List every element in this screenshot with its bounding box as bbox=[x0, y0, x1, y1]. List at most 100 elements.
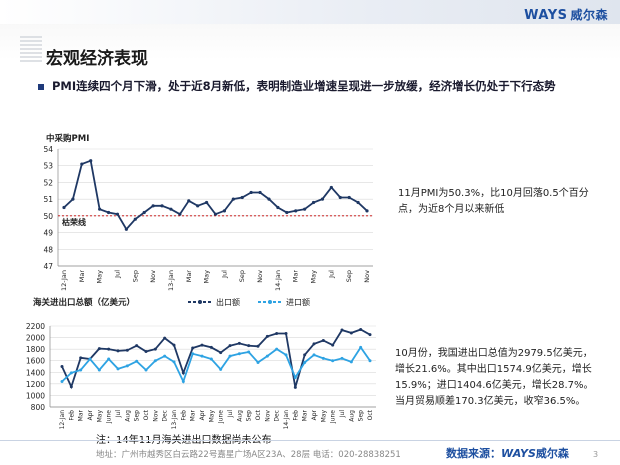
summary-text: PMI连续四个月下滑，处于近8月新低，表明制造业增速呈现进一步放缓，经济增长仍处… bbox=[52, 79, 556, 93]
trade-import-point bbox=[265, 354, 269, 358]
trade-export-point bbox=[69, 385, 73, 389]
trade-import-point bbox=[153, 359, 157, 363]
legend-export-label: 出口额 bbox=[216, 297, 240, 307]
trade-import-point bbox=[237, 352, 241, 356]
pmi-data-point bbox=[320, 197, 325, 201]
pmi-data-point bbox=[160, 204, 164, 208]
trade-import-point bbox=[172, 360, 176, 364]
pmi-data-point bbox=[240, 195, 244, 200]
pmi-x-tick-label: Jul bbox=[113, 270, 121, 279]
address-text: 地址：广州市越秀区白云路22号嘉星广场A区23A、28层 电话：020-2883… bbox=[96, 450, 401, 460]
trade-export-point bbox=[312, 342, 316, 346]
trade-import-point bbox=[88, 357, 92, 361]
trade-import-point bbox=[209, 357, 213, 361]
trade-x-tick-label: 14-Jan bbox=[283, 410, 290, 430]
trade-x-tick-label: Apr bbox=[311, 409, 318, 420]
trade-x-tick-label: Aug bbox=[348, 410, 355, 422]
pmi-x-tick-label: 13-Jan bbox=[167, 270, 175, 291]
trade-import-point bbox=[293, 375, 297, 379]
pmi-data-point bbox=[347, 195, 351, 200]
trade-y-tick-label: 1600 bbox=[26, 357, 45, 366]
trade-x-tick-label: Mar bbox=[302, 409, 309, 421]
trade-x-tick-label: Feb bbox=[292, 410, 299, 421]
pmi-y-tick-label: 53 bbox=[43, 162, 53, 171]
trade-export-point bbox=[303, 353, 307, 357]
trade-x-tick-label: Aug bbox=[236, 410, 243, 422]
pmi-x-tick-label: May bbox=[96, 270, 104, 284]
trade-import-point bbox=[359, 345, 363, 349]
pmi-data-point bbox=[276, 205, 280, 210]
pmi-y-tick-label: 47 bbox=[43, 262, 53, 271]
bullet-square-icon bbox=[38, 83, 44, 90]
trade-y-tick-label: 1400 bbox=[26, 368, 45, 377]
pmi-data-point bbox=[213, 212, 218, 216]
trade-export-point bbox=[237, 341, 241, 345]
trade-export-point bbox=[125, 348, 129, 352]
logo-cn: 威尔森 bbox=[570, 8, 608, 22]
trade-x-tick-label: Jul bbox=[339, 410, 346, 419]
pmi-data-point bbox=[106, 210, 111, 215]
trade-x-tick-label: Mar bbox=[190, 409, 197, 421]
trade-export-point bbox=[107, 347, 111, 351]
trade-import-point bbox=[247, 350, 251, 354]
data-source: 数据来源：WAYS威尔森 bbox=[446, 445, 569, 461]
trade-y-tick-label: 1200 bbox=[26, 380, 45, 389]
pmi-x-tick-label: Mar bbox=[185, 270, 193, 283]
trade-import-point bbox=[79, 368, 83, 372]
trade-export-point bbox=[321, 338, 325, 342]
trade-chart-title: 海关进出口总额（亿美元） bbox=[33, 297, 135, 308]
pmi-y-tick-label: 54 bbox=[43, 145, 53, 154]
pmi-data-point bbox=[169, 207, 173, 211]
pmi-y-tick-label: 51 bbox=[43, 195, 53, 204]
trade-export-point bbox=[331, 343, 335, 347]
trade-x-tick-label: Sep bbox=[246, 410, 253, 422]
trade-x-tick-label: Nov bbox=[152, 410, 159, 422]
trade-x-tick-label: Feb bbox=[180, 410, 187, 421]
source-label: 数据来源： bbox=[446, 447, 501, 460]
pmi-data-point bbox=[124, 227, 128, 231]
trade-import-point bbox=[256, 360, 260, 364]
pmi-x-tick-label: Jul bbox=[327, 270, 335, 279]
trade-import-point bbox=[340, 356, 344, 360]
trade-export-point bbox=[275, 332, 279, 336]
trade-x-tick-label: May bbox=[208, 410, 215, 423]
trade-export-point bbox=[97, 347, 101, 351]
pmi-y-tick-label: 50 bbox=[43, 212, 53, 221]
trade-export-point bbox=[209, 345, 213, 349]
trade-import-point bbox=[135, 359, 139, 363]
pmi-x-tick-label: Nov bbox=[363, 270, 371, 283]
trade-export-point bbox=[60, 365, 64, 368]
trade-x-tick-label: Dec bbox=[162, 410, 169, 422]
pmi-data-point bbox=[329, 185, 333, 190]
pmi-note: 11月PMI为50.3%，比10月回落0.5个百分点，为近8个月以来新低 bbox=[398, 188, 589, 215]
trade-x-tick-label: Oct bbox=[255, 409, 262, 420]
trade-x-tick-label: Sep bbox=[134, 410, 141, 422]
trade-import-point bbox=[284, 353, 288, 357]
trade-export-point bbox=[153, 347, 157, 351]
legend-export-marker bbox=[198, 300, 202, 304]
trade-export-point bbox=[163, 336, 167, 340]
trade-x-tick-label: Feb bbox=[68, 410, 75, 421]
trade-import-point bbox=[228, 354, 232, 358]
trade-import-point bbox=[60, 380, 64, 384]
trade-import-line bbox=[61, 345, 371, 384]
legend-import-marker bbox=[268, 300, 272, 304]
pmi-x-tick-label: 12-Jan bbox=[60, 270, 68, 291]
trade-export-point bbox=[284, 332, 288, 336]
pmi-x-tick-label: Sep bbox=[238, 270, 246, 282]
trade-note: 10月份，我国进出口总值为2979.5亿美元，增长21.6%。其中出口1574.… bbox=[395, 348, 594, 407]
pmi-x-tick-label: 14-Jan bbox=[274, 270, 282, 291]
trade-import-point bbox=[368, 359, 372, 363]
pmi-data-point bbox=[231, 197, 235, 201]
trade-x-tick-label: June bbox=[106, 410, 113, 424]
pmi-data-point bbox=[285, 210, 289, 215]
page-title: 宏观经济表现 bbox=[46, 49, 148, 69]
pmi-data-point bbox=[356, 200, 360, 205]
trade-x-tick-label: Sep bbox=[358, 410, 365, 422]
pmi-data-point bbox=[196, 204, 200, 208]
pmi-x-tick-label: Sep bbox=[345, 270, 353, 282]
trade-import-point bbox=[303, 360, 307, 364]
trade-x-tick-label: Jul bbox=[115, 410, 122, 419]
trade-export-point bbox=[368, 333, 372, 337]
